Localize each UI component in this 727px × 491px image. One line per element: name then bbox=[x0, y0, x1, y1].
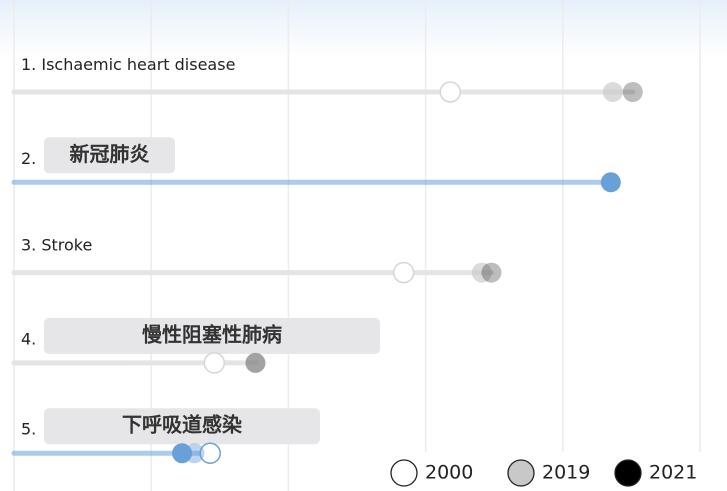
rank: 2. bbox=[21, 149, 36, 168]
dot bbox=[481, 262, 502, 283]
dot bbox=[199, 442, 221, 464]
row-label: 3. Stroke bbox=[21, 235, 92, 254]
dot bbox=[392, 261, 415, 284]
label-box bbox=[44, 408, 320, 445]
dot bbox=[600, 172, 621, 193]
row-label: 1. Ischaemic heart disease bbox=[21, 55, 235, 74]
rank: 1. bbox=[21, 55, 36, 74]
label-box bbox=[44, 317, 380, 354]
dot bbox=[602, 82, 623, 102]
cause-name: Ischaemic heart disease bbox=[41, 55, 235, 74]
dot bbox=[203, 352, 226, 374]
legend-label: 2000 bbox=[425, 462, 473, 484]
cause-name: Stroke bbox=[41, 235, 92, 254]
dot bbox=[439, 81, 462, 103]
cause-name: 新冠肺炎 bbox=[70, 142, 150, 166]
legend-label: 2019 bbox=[542, 462, 590, 484]
dot bbox=[245, 352, 266, 373]
dot bbox=[245, 352, 266, 373]
legend-swatch bbox=[614, 459, 642, 487]
cause-name: 下呼吸道感染 bbox=[122, 413, 243, 437]
rank: 4. bbox=[21, 329, 36, 348]
legend-label: 2021 bbox=[649, 462, 697, 484]
label-box bbox=[44, 137, 175, 174]
dot bbox=[622, 82, 643, 102]
cause-name: 慢性阻塞性肺病 bbox=[142, 322, 282, 346]
legend-bg bbox=[385, 452, 727, 491]
legend-swatch bbox=[507, 459, 535, 487]
rank: 3. bbox=[21, 235, 36, 254]
dot bbox=[172, 443, 193, 464]
rank: 5. bbox=[21, 420, 36, 439]
legend-swatch bbox=[390, 459, 418, 487]
dot bbox=[471, 262, 492, 283]
